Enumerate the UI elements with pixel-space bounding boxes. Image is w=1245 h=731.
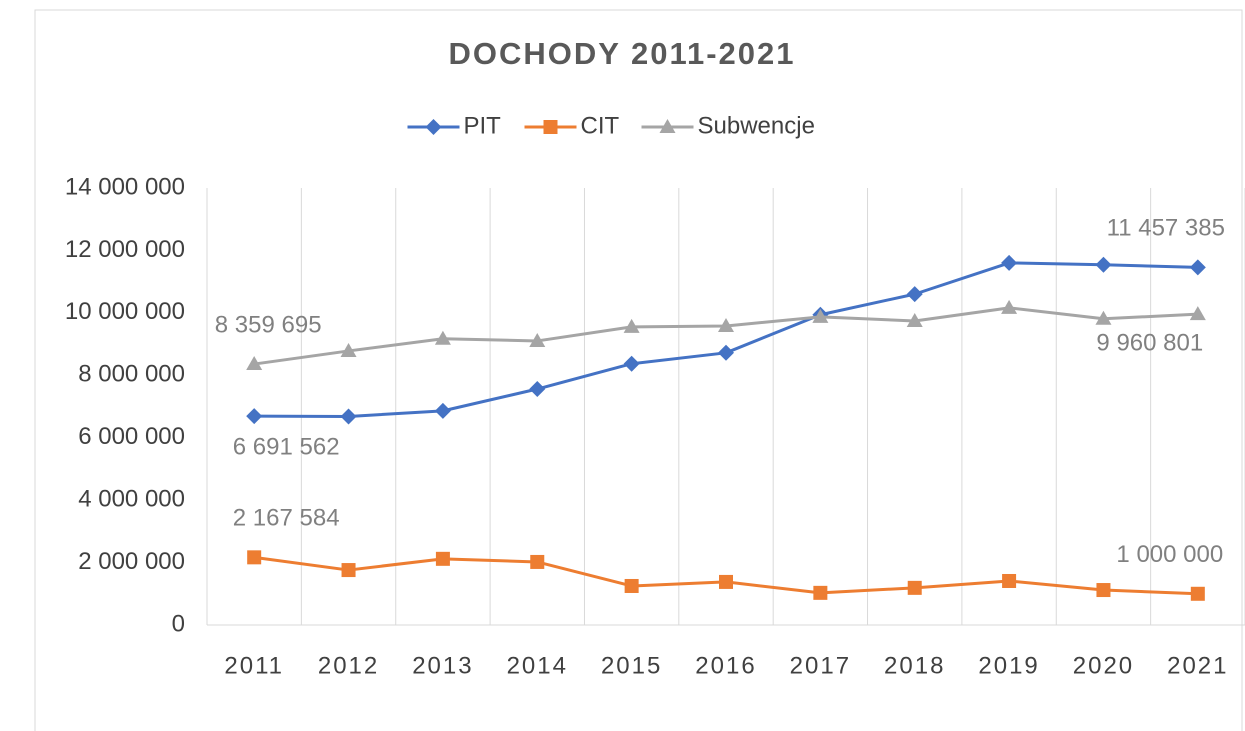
data-point — [906, 286, 923, 303]
x-tick-label: 2015 — [601, 652, 662, 679]
data-point — [623, 318, 640, 333]
data-point — [623, 355, 640, 372]
data-point — [907, 580, 922, 595]
data-point — [434, 330, 451, 345]
x-tick-label: 2014 — [507, 652, 568, 679]
legend-marker — [543, 120, 558, 134]
data-point — [906, 312, 923, 327]
x-tick-label: 2012 — [318, 652, 379, 679]
x-tick-label: 2013 — [412, 652, 473, 679]
legend-marker — [425, 119, 442, 135]
data-point — [246, 356, 263, 371]
data-point — [718, 344, 734, 361]
y-tick-label: 8 000 000 — [78, 361, 185, 388]
data-point — [530, 554, 545, 569]
data-point — [719, 574, 733, 589]
data-point — [624, 578, 639, 593]
x-tick-label: 2018 — [884, 652, 945, 679]
legend-marker — [659, 119, 676, 133]
data-point — [1189, 306, 1206, 321]
data-label: 11 457 385 — [1107, 215, 1225, 242]
x-tick-label: 2017 — [790, 652, 851, 679]
data-point — [1001, 254, 1018, 271]
chart-border — [34, 9, 1243, 731]
data-point — [435, 551, 450, 566]
data-point — [718, 317, 734, 332]
y-tick-label: 14 000 000 — [65, 173, 185, 200]
legend-label: Subwencje — [698, 112, 815, 139]
x-tick-label: 2016 — [695, 652, 756, 679]
y-tick-label: 0 — [172, 610, 185, 637]
x-tick-label: 2019 — [978, 652, 1039, 679]
data-point — [1190, 586, 1205, 601]
legend-label: PIT — [464, 112, 502, 139]
x-tick-label: 2021 — [1167, 652, 1228, 679]
data-point — [341, 563, 356, 578]
data-point — [434, 402, 451, 419]
y-tick-label: 4 000 000 — [78, 485, 185, 512]
y-tick-label: 2 000 000 — [78, 548, 185, 575]
data-label: 2 167 584 — [233, 505, 340, 532]
data-point — [247, 550, 262, 565]
y-tick-label: 6 000 000 — [78, 423, 185, 450]
x-tick-label: 2011 — [224, 652, 284, 679]
x-tick-label: 2020 — [1073, 652, 1134, 679]
y-tick-label: 10 000 000 — [65, 298, 185, 325]
data-label: 1 000 000 — [1116, 541, 1223, 568]
data-point — [1002, 573, 1017, 588]
data-point — [246, 408, 263, 425]
data-label: 6 691 562 — [233, 433, 340, 460]
data-label: 9 960 801 — [1096, 329, 1203, 356]
data-point — [340, 342, 357, 357]
data-point — [1001, 299, 1018, 314]
data-point — [529, 332, 546, 347]
chart-title: DOCHODY 2011-2021 — [448, 36, 795, 71]
legend-label: CIT — [581, 112, 620, 139]
data-point — [529, 381, 546, 398]
y-tick-label: 12 000 000 — [65, 236, 185, 263]
data-point — [340, 408, 357, 425]
data-label: 8 359 695 — [215, 311, 322, 338]
data-point — [1189, 259, 1206, 276]
data-point — [1096, 583, 1111, 598]
data-point — [813, 585, 828, 600]
data-point — [1095, 310, 1112, 325]
data-point — [1095, 256, 1112, 273]
data-point — [812, 308, 829, 323]
